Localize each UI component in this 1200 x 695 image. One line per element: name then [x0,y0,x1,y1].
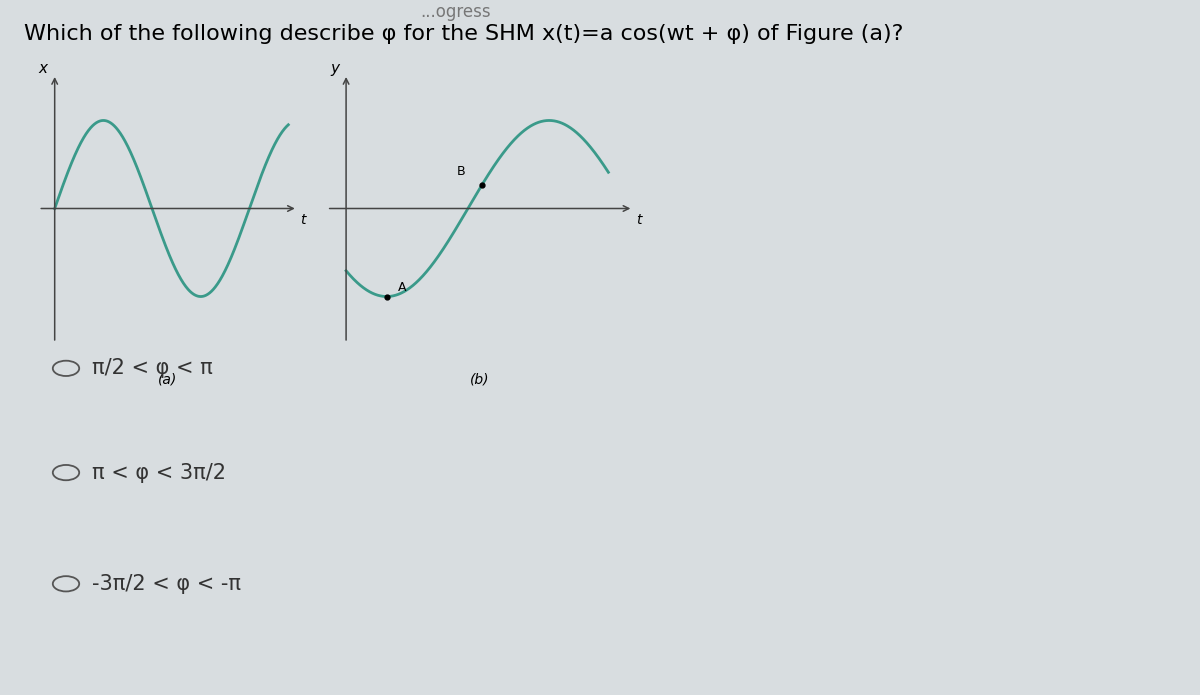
Text: A: A [397,281,407,294]
Text: Which of the following describe φ for the SHM x(t)=a cos(wt + φ) of Figure (a)?: Which of the following describe φ for th… [24,24,904,44]
Text: π < φ < 3π/2: π < φ < 3π/2 [92,463,227,482]
Text: t: t [300,213,306,227]
Text: (a): (a) [158,373,178,386]
Text: x: x [38,61,48,76]
Text: t: t [636,213,642,227]
Text: y: y [330,61,340,76]
Text: -3π/2 < φ < -π: -3π/2 < φ < -π [92,574,241,594]
Text: (b): (b) [470,373,490,386]
Text: ...ogress: ...ogress [421,3,491,22]
Text: B: B [456,165,466,179]
Text: π/2 < φ < π: π/2 < φ < π [92,359,214,378]
